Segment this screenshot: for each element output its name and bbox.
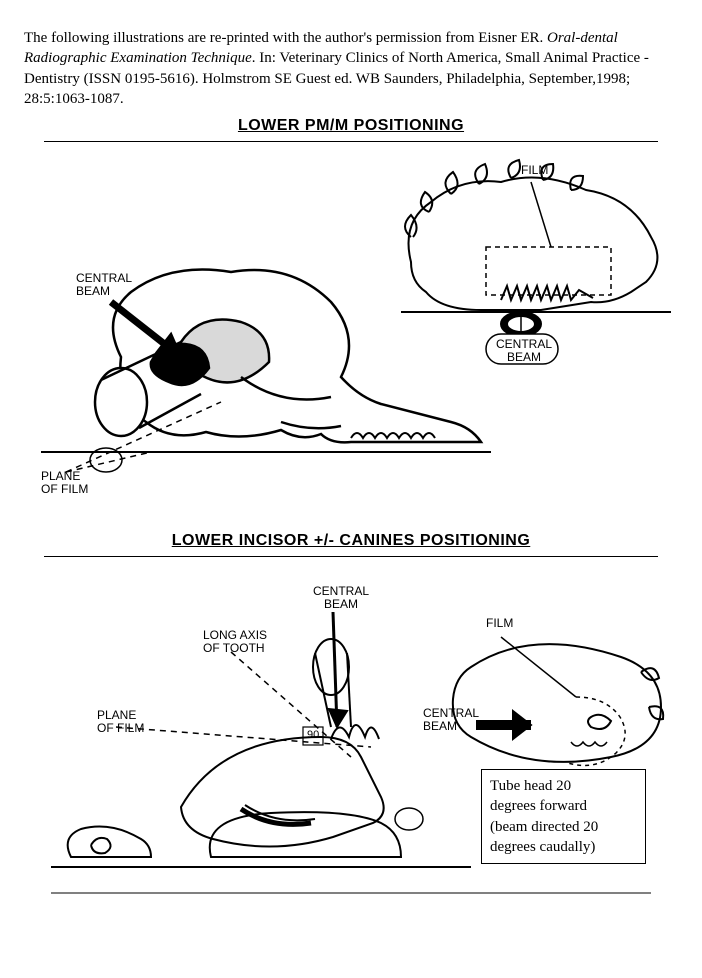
callout-tube-head: Tube head 20 degrees forward (beam direc… (481, 769, 646, 864)
section2-title: LOWER INCISOR +/- CANINES POSITIONING (24, 532, 678, 550)
figure1-drawing (31, 142, 671, 502)
label-long-axis: LONG AXISOF TOOTH (203, 629, 267, 655)
callout-line3: (beam directed 20 (490, 817, 637, 837)
section1-title: LOWER PM/M POSITIONING (24, 117, 678, 135)
label-central-beam-top: CENTRALBEAM (313, 585, 369, 611)
page: The following illustrations are re-print… (0, 0, 702, 978)
label-plane-of-film-2: PLANEOF FILM (97, 709, 144, 735)
label-angle-90: 90 (307, 729, 319, 741)
label-plane-of-film-1: PLANEOF FILM (41, 470, 88, 496)
label-film-1: FILM (521, 164, 548, 177)
citation-pre: The following illustrations are re-print… (24, 30, 547, 46)
callout-line4: degrees caudally) (490, 837, 637, 857)
figure-lower-incisor: CENTRALBEAM FILM LONG AXISOF TOOTH PLANE… (31, 557, 671, 897)
label-central-beam-right-2: CENTRALBEAM (423, 707, 479, 733)
label-central-beam-left: CENTRALBEAM (76, 272, 132, 298)
label-central-beam-right: CENTRALBEAM (496, 338, 552, 364)
label-film-2: FILM (486, 617, 513, 630)
callout-line1: Tube head 20 (490, 776, 637, 796)
figure-lower-pm-m: FILM CENTRALBEAM CENTRALBEAM PLANEOF FIL… (31, 142, 671, 502)
callout-line2: degrees forward (490, 796, 637, 816)
citation-paragraph: The following illustrations are re-print… (24, 28, 678, 109)
